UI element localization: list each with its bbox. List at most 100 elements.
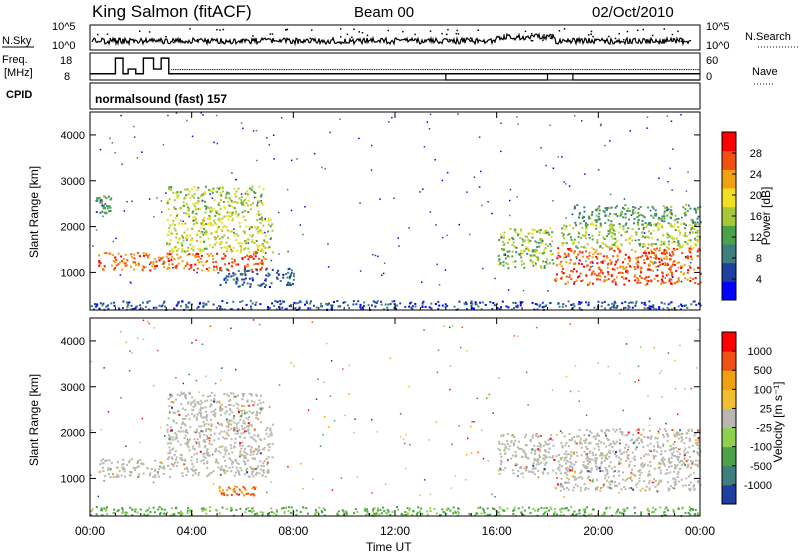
echo-cell (194, 216, 197, 219)
echo-cell (583, 434, 586, 436)
echo-cell (628, 465, 630, 468)
echo-cell (256, 435, 259, 438)
echo-cell (182, 407, 185, 410)
nave-dot (282, 69, 284, 71)
echo-cell (545, 461, 547, 464)
echo-cell (575, 255, 578, 258)
echo-cell (191, 211, 194, 214)
echo-cell (172, 191, 175, 194)
echo-cell (675, 434, 678, 437)
echo-cell (656, 441, 659, 444)
freq-panel-frame (89, 52, 701, 81)
echo-cell (607, 476, 610, 479)
nave-dot (403, 69, 405, 71)
echo-cell (631, 301, 634, 304)
nave-dot (566, 69, 568, 71)
echo-cell (643, 258, 646, 261)
echo-cell (574, 221, 577, 224)
echo-cell (185, 306, 188, 309)
echo-cell (648, 487, 651, 490)
noise-cell (290, 209, 293, 212)
echo-cell (218, 489, 221, 492)
power-colorbar-label: Power [dB] (759, 187, 773, 246)
echo-cell (197, 197, 200, 200)
echo-cell (671, 429, 674, 431)
echo-cell (172, 250, 175, 252)
echo-cell (508, 445, 511, 447)
echo-cell (415, 513, 418, 516)
echo-cell (684, 214, 687, 217)
echo-cell (647, 276, 650, 278)
echo-cell (588, 217, 591, 220)
nave-dot (571, 69, 573, 71)
echo-cell (391, 300, 394, 303)
echo-cell (253, 457, 256, 460)
nsky-point (340, 36, 342, 38)
nave-dot (365, 69, 367, 71)
echo-cell (149, 474, 151, 477)
echo-cell (371, 514, 374, 517)
echo-cell (519, 237, 522, 239)
echo-cell (520, 456, 523, 459)
echo-cell (565, 459, 568, 462)
echo-cell (183, 423, 186, 426)
echo-cell (657, 431, 660, 434)
echo-cell (591, 480, 594, 483)
echo-cell (144, 305, 147, 308)
echo-cell (614, 281, 617, 284)
echo-cell (129, 470, 132, 473)
echo-cell (553, 512, 556, 515)
echo-cell (535, 459, 538, 462)
echo-cell (199, 240, 202, 243)
echo-cell (660, 243, 663, 246)
noise-cell (260, 200, 262, 202)
echo-cell (639, 269, 642, 272)
echo-cell (545, 507, 548, 509)
echo-cell (322, 507, 325, 510)
echo-cell (627, 304, 630, 307)
echo-cell (521, 238, 524, 241)
echo-cell (268, 512, 271, 514)
nave-dot (174, 69, 176, 71)
echo-cell (650, 249, 653, 252)
echo-cell (648, 264, 651, 267)
echo-cell (612, 428, 615, 431)
echo-cell (233, 201, 235, 204)
echo-cell (608, 207, 611, 210)
echo-cell (244, 247, 247, 250)
echo-cell (206, 448, 209, 451)
noise-cell (391, 116, 393, 119)
echo-cell (159, 506, 162, 509)
echo-cell (561, 227, 564, 230)
nave-dot (472, 69, 474, 71)
echo-cell (295, 509, 298, 512)
echo-cell (104, 195, 106, 198)
echo-cell (648, 305, 651, 308)
echo-cell (680, 436, 683, 439)
echo-cell (683, 272, 686, 275)
echo-cell (677, 229, 680, 232)
echo-cell (202, 430, 205, 433)
echo-cell (266, 463, 269, 466)
echo-cell (249, 283, 252, 286)
echo-cell (323, 508, 326, 511)
echo-cell (181, 248, 184, 251)
echo-cell (172, 436, 175, 439)
nave-dot (411, 69, 412, 71)
echo-cell (521, 472, 524, 475)
echo-cell (683, 449, 686, 452)
echo-cell (646, 247, 649, 250)
echo-cell (152, 263, 155, 266)
echo-cell (128, 301, 131, 304)
nsky-point (618, 32, 620, 35)
echo-cell (115, 264, 118, 267)
echo-cell (169, 468, 172, 471)
echo-cell (203, 439, 206, 442)
echo-cell (676, 473, 679, 476)
y-tick-label: 1000 (61, 267, 85, 279)
echo-cell (550, 508, 553, 510)
echo-cell (689, 276, 692, 279)
nave-dot (553, 69, 555, 71)
echo-cell (572, 303, 575, 306)
echo-cell (591, 238, 594, 241)
